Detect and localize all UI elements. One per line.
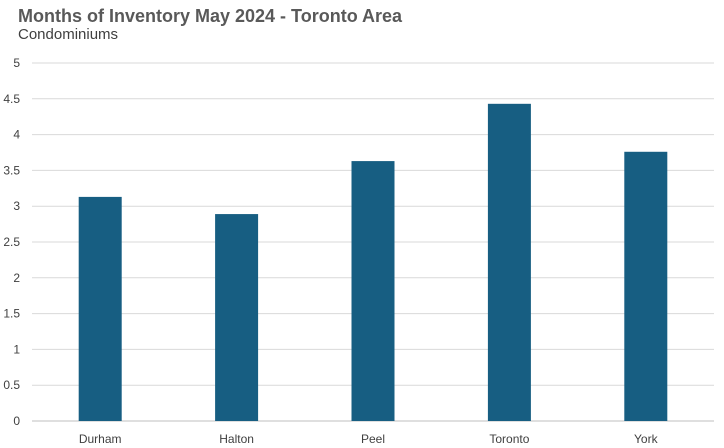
x-tick-label: Durham <box>79 432 122 446</box>
bar-series <box>78 103 668 422</box>
bar-york <box>624 151 668 421</box>
x-tick-label: Toronto <box>489 432 529 446</box>
y-tick-label: 4 <box>13 128 20 142</box>
bar-toronto <box>487 103 531 421</box>
y-tick-label: 4.5 <box>3 92 20 106</box>
x-tick-label: Halton <box>219 432 254 446</box>
y-tick-label: 0 <box>13 414 20 428</box>
y-tick-label: 0.5 <box>3 378 20 392</box>
x-axis-tick-labels: Durham Halton Peel Toronto York <box>79 432 659 446</box>
chart-title: Months of Inventory May 2024 - Toronto A… <box>18 6 403 26</box>
x-tick-label: Peel <box>361 432 385 446</box>
y-tick-label: 3.5 <box>3 163 20 177</box>
x-tick-label: York <box>634 432 659 446</box>
y-axis-tick-labels: 0 0.5 1 1.5 2 2.5 3 3.5 4 4.5 5 <box>3 56 20 428</box>
chart-subtitle: Condominiums <box>18 26 119 43</box>
bar-peel <box>351 161 395 422</box>
y-tick-label: 5 <box>13 56 20 70</box>
y-tick-label: 2 <box>13 271 20 285</box>
y-tick-label: 3 <box>13 199 20 213</box>
bar-durham <box>78 196 122 421</box>
bar-halton <box>215 214 259 421</box>
y-tick-label: 1 <box>13 342 20 356</box>
gridlines <box>32 62 714 422</box>
y-tick-label: 2.5 <box>3 235 20 249</box>
y-tick-label: 1.5 <box>3 307 20 321</box>
